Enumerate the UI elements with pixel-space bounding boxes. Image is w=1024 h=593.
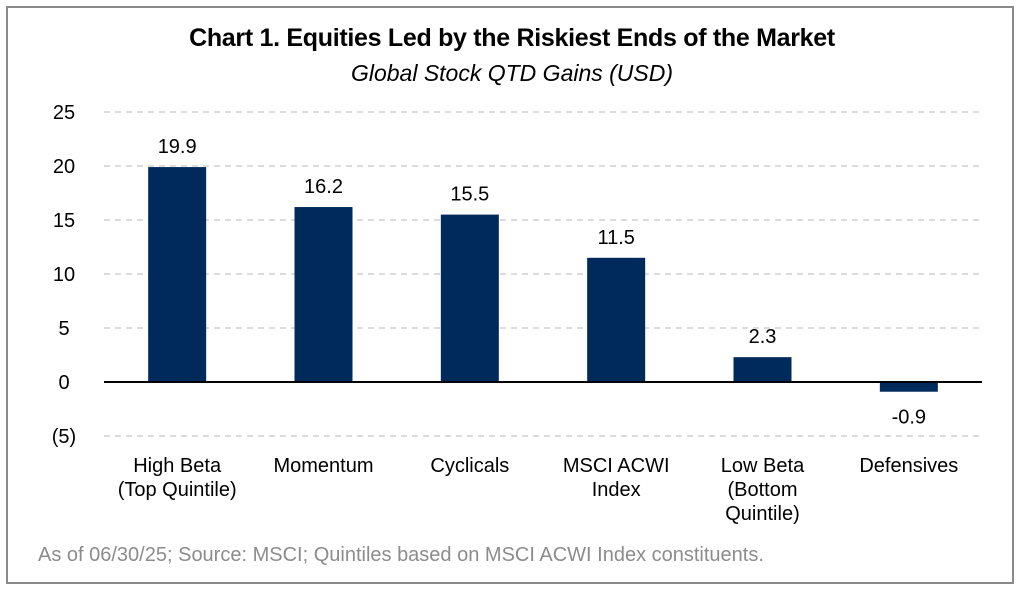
y-tick-label: 20 xyxy=(53,156,75,178)
category-label: High Beta (Top Quintile) xyxy=(118,455,237,501)
category-label: Defensives xyxy=(859,455,958,477)
value-labels: 19.9 16.2 15.5 11.5 2.3 -0.9 xyxy=(158,136,926,429)
category-label: MSCI ACWI Index xyxy=(563,455,670,501)
category-label: Low Beta (Bottom Quintile) xyxy=(721,455,805,525)
bar xyxy=(879,382,938,392)
value-label: 15.5 xyxy=(450,184,489,206)
category-labels: High Beta (Top Quintile) Momentum Cyclicals… xyxy=(118,455,959,525)
y-axis-ticks: 25 20 15 10 5 0 (5) xyxy=(52,102,76,448)
value-label: 2.3 xyxy=(749,326,777,348)
y-tick-label: 10 xyxy=(53,264,75,286)
y-tick-label: 15 xyxy=(53,210,75,232)
y-tick-label: 25 xyxy=(53,102,75,124)
chart-subtitle: Global Stock QTD Gains (USD) xyxy=(350,60,674,86)
chart-title: Chart 1. Equities Led by the Riskiest En… xyxy=(189,24,835,52)
bar xyxy=(294,207,353,382)
bar xyxy=(440,214,499,382)
y-tick-label: 0 xyxy=(58,372,69,394)
bar xyxy=(587,257,646,382)
value-label: 11.5 xyxy=(597,227,634,249)
category-label: Cyclicals xyxy=(430,455,509,477)
gridlines xyxy=(104,111,982,437)
bar xyxy=(148,167,207,382)
footnote: As of 06/30/25; Source: MSCI; Quintiles … xyxy=(38,544,764,566)
value-label: 16.2 xyxy=(304,176,343,198)
value-label: -0.9 xyxy=(892,407,926,429)
bar xyxy=(733,357,792,382)
bars xyxy=(148,167,938,392)
y-tick-label: (5) xyxy=(52,426,76,448)
category-label: Momentum xyxy=(273,455,373,477)
value-label: 19.9 xyxy=(158,136,197,158)
y-tick-label: 5 xyxy=(58,318,69,340)
